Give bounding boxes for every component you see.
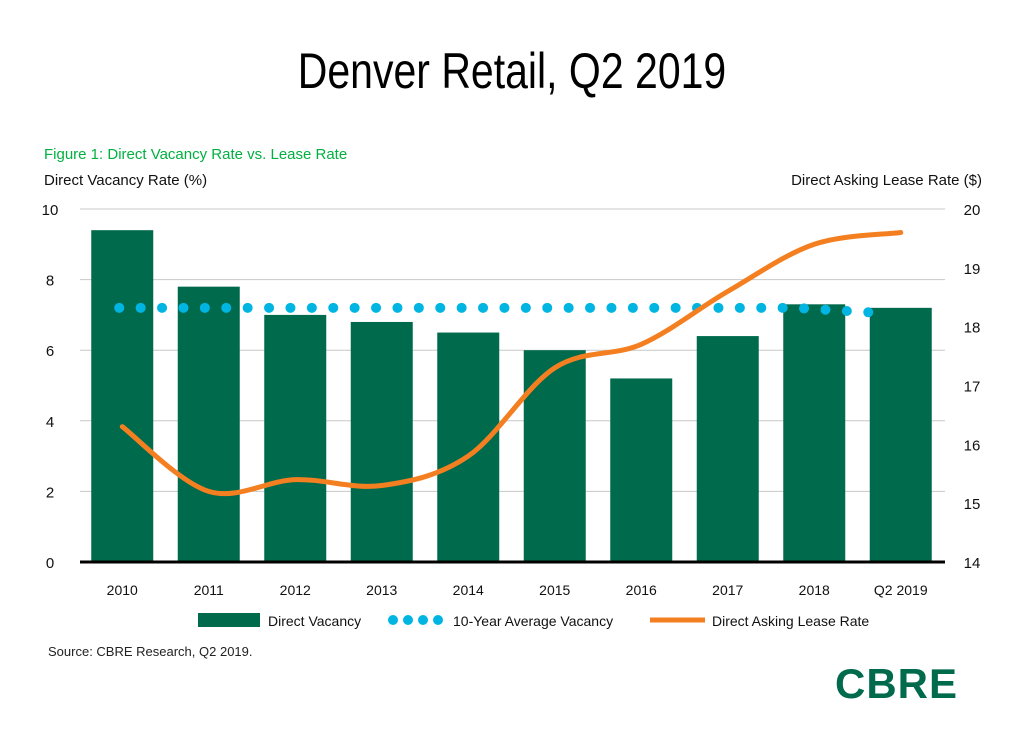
bar-2015 bbox=[523, 350, 586, 562]
left-tick-label: 8 bbox=[46, 273, 54, 290]
left-tick-label: 4 bbox=[46, 414, 54, 431]
average-dot bbox=[799, 303, 810, 314]
average-dot bbox=[392, 302, 403, 313]
average-dot bbox=[328, 302, 339, 313]
bar-2018 bbox=[783, 304, 846, 562]
right-axis-label: Direct Asking Lease Rate ($) bbox=[791, 172, 982, 189]
average-dot bbox=[734, 302, 745, 313]
x-tick-label: 2014 bbox=[453, 582, 484, 598]
left-tick-label: 2 bbox=[46, 484, 54, 501]
legend-swatch-average-vacancy bbox=[388, 615, 398, 625]
average-dot bbox=[756, 302, 767, 313]
bar-2010 bbox=[91, 230, 154, 562]
average-dot bbox=[841, 305, 852, 316]
bar-2012 bbox=[264, 314, 327, 562]
legend-swatch-average-vacancy bbox=[418, 615, 428, 625]
x-tick-label: 2010 bbox=[107, 582, 138, 598]
average-dot bbox=[820, 304, 831, 315]
average-dot bbox=[285, 302, 296, 313]
right-tick-label: 20 bbox=[964, 202, 981, 219]
x-tick-label: 2013 bbox=[366, 582, 397, 598]
average-dot bbox=[713, 302, 724, 313]
bar-2013 bbox=[350, 321, 413, 562]
right-tick-label: 15 bbox=[964, 496, 981, 513]
average-dot bbox=[371, 302, 382, 313]
left-axis-label: Direct Vacancy Rate (%) bbox=[44, 172, 208, 189]
average-dot bbox=[242, 302, 253, 313]
lease-rate-line bbox=[119, 230, 904, 497]
average-dot bbox=[499, 302, 510, 313]
average-dot bbox=[221, 302, 232, 313]
average-dot bbox=[413, 302, 424, 313]
right-tick-label: 14 bbox=[964, 555, 981, 572]
average-dot bbox=[563, 302, 574, 313]
bar-2017 bbox=[696, 336, 759, 562]
average-dot bbox=[585, 302, 596, 313]
legend-label-average-vacancy: 10-Year Average Vacancy bbox=[453, 613, 613, 629]
figure-title: Figure 1: Direct Vacancy Rate vs. Lease … bbox=[44, 146, 348, 163]
average-dot bbox=[135, 302, 146, 313]
average-dot bbox=[114, 302, 125, 313]
average-dot bbox=[627, 302, 638, 313]
bar-Q2 2019 bbox=[869, 307, 932, 562]
average-dot bbox=[178, 302, 189, 313]
x-tick-label: 2016 bbox=[626, 582, 657, 598]
average-dot bbox=[199, 302, 210, 313]
legend-swatch-direct-vacancy bbox=[198, 613, 260, 627]
average-dot bbox=[670, 302, 681, 313]
page-title: Denver Retail, Q2 2019 bbox=[297, 43, 727, 99]
x-tick-label: 2015 bbox=[539, 582, 570, 598]
bar-2014 bbox=[437, 332, 500, 562]
cbre-logo: CBRE bbox=[835, 660, 959, 707]
right-tick-label: 17 bbox=[964, 379, 981, 396]
average-dot bbox=[264, 302, 275, 313]
right-tick-label: 19 bbox=[964, 261, 981, 278]
average-dot bbox=[542, 302, 553, 313]
x-tick-label: 2017 bbox=[712, 582, 743, 598]
average-dot bbox=[520, 302, 531, 313]
average-dot bbox=[306, 302, 317, 313]
x-tick-label: 2012 bbox=[280, 582, 311, 598]
source-note: Source: CBRE Research, Q2 2019. bbox=[48, 644, 253, 659]
left-tick-label: 6 bbox=[46, 343, 54, 360]
right-tick-label: 18 bbox=[964, 320, 981, 337]
x-tick-label: 2011 bbox=[194, 582, 224, 598]
bar-2011 bbox=[177, 286, 240, 562]
average-dot bbox=[435, 302, 446, 313]
average-dot bbox=[157, 302, 168, 313]
legend-swatch-average-vacancy bbox=[433, 615, 443, 625]
bar-2016 bbox=[610, 378, 673, 562]
left-tick-label: 10 bbox=[42, 202, 59, 219]
average-dot bbox=[456, 302, 467, 313]
legend-label-direct-vacancy: Direct Vacancy bbox=[268, 613, 361, 629]
average-dot bbox=[478, 302, 489, 313]
x-tick-label: Q2 2019 bbox=[874, 582, 928, 598]
legend-swatch-average-vacancy bbox=[403, 615, 413, 625]
average-dot bbox=[777, 302, 788, 313]
right-tick-label: 16 bbox=[964, 437, 981, 454]
average-dot bbox=[649, 302, 660, 313]
left-tick-label: 0 bbox=[46, 555, 54, 572]
legend-label-lease-rate: Direct Asking Lease Rate bbox=[712, 613, 869, 629]
x-tick-label: 2018 bbox=[799, 582, 830, 598]
average-dot bbox=[349, 302, 360, 313]
average-dot bbox=[863, 307, 874, 318]
average-dot bbox=[606, 302, 617, 313]
